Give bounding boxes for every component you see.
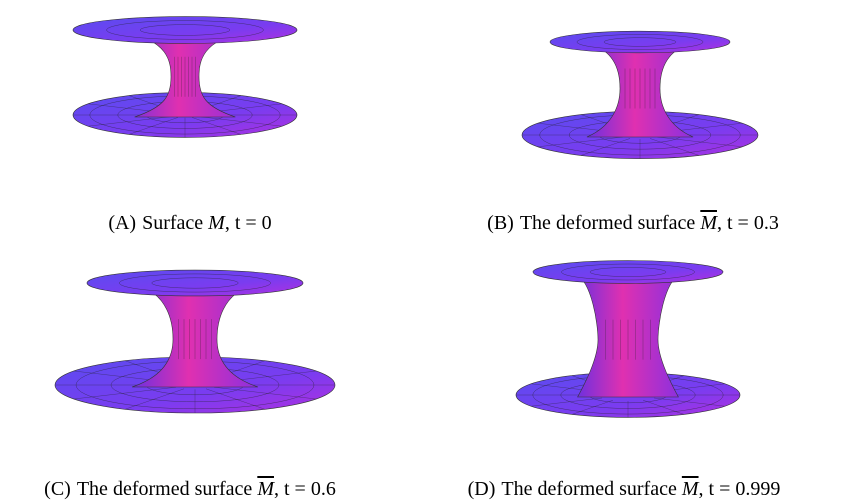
caption-label: (D) [467,478,496,500]
caption: (D) The deformed surface M, t = 0.999 [468,478,781,501]
mesh-line [649,138,700,156]
caption-symbol: M [257,478,274,500]
caption-param: , t = 0 [224,212,272,234]
mesh-line [205,388,266,410]
mesh-line [191,117,242,135]
mesh-line [642,399,685,415]
caption-label: (B) [487,212,514,234]
surface-plots [54,16,759,418]
caption-text: Surface [142,212,204,234]
caption-text: The deformed surface [501,478,677,500]
mesh-line [139,24,231,36]
caption-param: , t = 0.3 [716,212,779,234]
caption-param: , t = 0.6 [273,478,336,500]
caption-param: , t = 0.999 [698,478,781,500]
caption-symbol: M [700,212,717,234]
mesh-line [73,386,176,400]
caption-text: The deformed surface [519,212,696,234]
mesh-line [87,116,173,127]
mesh-line [197,116,283,127]
caption-label: (A) [108,212,137,234]
mesh-line [530,397,603,407]
mesh-line [603,37,677,47]
mesh-line [653,397,726,407]
mesh-line [106,20,264,40]
mesh-line [580,138,631,156]
mesh-line [576,34,704,50]
caption-text: The deformed surface [76,478,253,500]
mesh-line [589,267,667,277]
mesh-line [128,117,179,135]
caption-symbol: M [681,478,699,500]
mesh-line [151,277,239,289]
caption-symbol: M [208,212,225,234]
mesh-line [561,263,695,281]
mesh-line [214,386,317,400]
caption-label: (C) [44,478,71,500]
mesh-line [537,136,623,148]
caption: (C) The deformed surface M, t = 0.6 [44,478,336,501]
caption: (A) Surface M, t = 0 [108,212,271,235]
mesh-line [571,399,614,415]
mesh-line [124,388,185,410]
mesh-line [657,136,743,148]
mesh-line [119,273,271,293]
caption: (B) The deformed surface M, t = 0.3 [487,212,779,235]
